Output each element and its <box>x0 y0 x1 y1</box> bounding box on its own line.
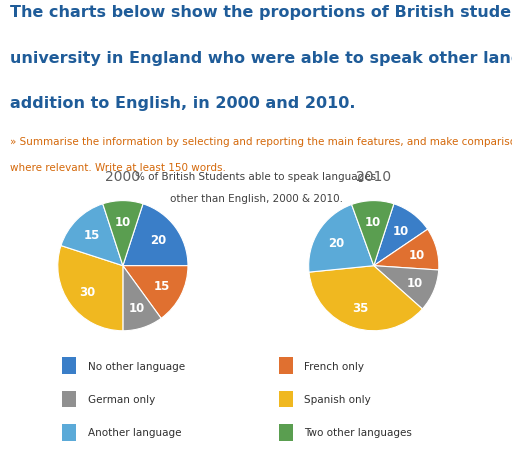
Text: Another language: Another language <box>88 428 181 437</box>
Text: 35: 35 <box>352 302 368 315</box>
Bar <box>62 424 76 441</box>
Wedge shape <box>103 201 143 266</box>
Text: 20: 20 <box>151 234 167 247</box>
Text: where relevant. Write at least 150 words.: where relevant. Write at least 150 words… <box>10 162 226 172</box>
Wedge shape <box>123 266 161 331</box>
Wedge shape <box>374 266 439 309</box>
Bar <box>279 358 293 374</box>
Text: No other language: No other language <box>88 361 185 371</box>
Text: 10: 10 <box>365 216 381 228</box>
Text: Two other languages: Two other languages <box>305 428 412 437</box>
Wedge shape <box>123 266 188 318</box>
Wedge shape <box>352 201 394 266</box>
Wedge shape <box>123 204 188 266</box>
Text: 30: 30 <box>79 285 95 299</box>
Text: 20: 20 <box>328 236 345 249</box>
Bar <box>62 391 76 407</box>
Wedge shape <box>58 246 123 331</box>
Text: other than English, 2000 & 2010.: other than English, 2000 & 2010. <box>169 193 343 204</box>
Text: university in England who were able to speak other languages in: university in England who were able to s… <box>10 51 512 65</box>
Text: 10: 10 <box>392 224 409 237</box>
Text: Spanish only: Spanish only <box>305 394 371 404</box>
Text: 10: 10 <box>115 216 131 228</box>
Bar <box>62 358 76 374</box>
Text: 15: 15 <box>83 228 100 241</box>
Text: 10: 10 <box>129 302 145 315</box>
Wedge shape <box>374 230 439 271</box>
Text: % of British Students able to speak languages: % of British Students able to speak lang… <box>136 171 376 181</box>
Wedge shape <box>61 204 123 266</box>
Bar <box>279 391 293 407</box>
Title: 2000: 2000 <box>105 170 140 184</box>
Text: German only: German only <box>88 394 155 404</box>
Text: » Summarise the information by selecting and reporting the main features, and ma: » Summarise the information by selecting… <box>10 137 512 147</box>
Text: 10: 10 <box>407 276 423 290</box>
Wedge shape <box>374 204 428 266</box>
Title: 2010: 2010 <box>356 170 391 184</box>
Wedge shape <box>309 266 422 331</box>
Text: addition to English, in 2000 and 2010.: addition to English, in 2000 and 2010. <box>10 96 356 110</box>
Bar <box>279 424 293 441</box>
Text: 15: 15 <box>154 280 170 293</box>
Text: French only: French only <box>305 361 365 371</box>
Text: The charts below show the proportions of British students at one: The charts below show the proportions of… <box>10 5 512 20</box>
Text: 10: 10 <box>409 248 424 261</box>
Wedge shape <box>309 205 374 272</box>
